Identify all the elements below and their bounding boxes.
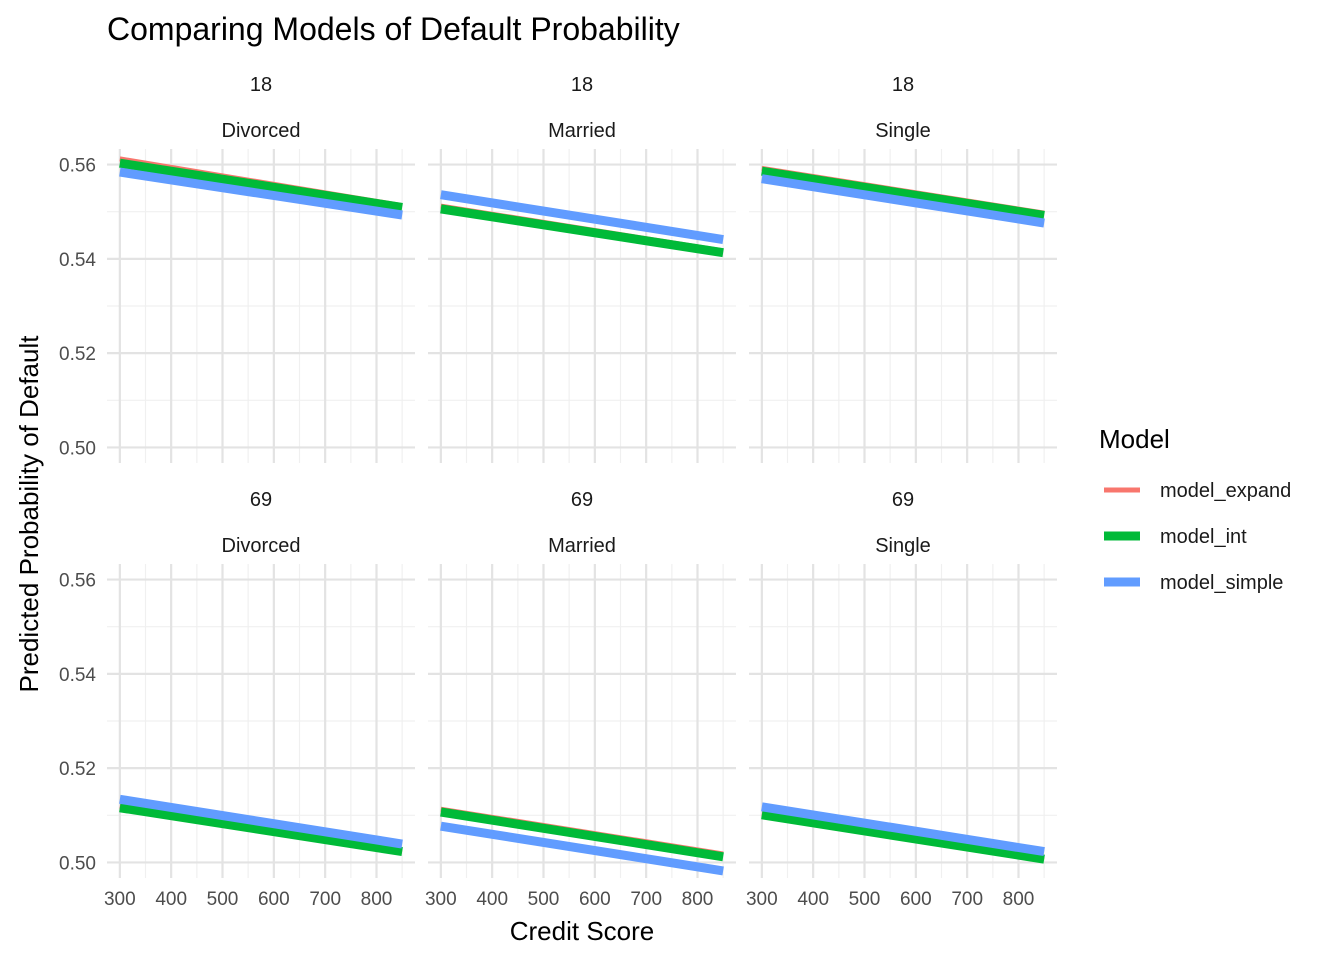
- x-tick-label: 500: [207, 889, 239, 910]
- legend-label-model_expand: model_expand: [1160, 480, 1291, 502]
- x-tick-label: 300: [746, 889, 778, 910]
- facet-panels: 18 Divorced 18 Married 18 Single 69 Divorced 69 M…: [107, 74, 1057, 878]
- series-line-model_int: [119, 803, 403, 857]
- series-line-model_simple: [440, 821, 724, 876]
- y-tick-label: 0.52: [59, 759, 96, 780]
- x-tick-label: 700: [630, 889, 662, 910]
- chart-title: Comparing Models of Default Probability: [107, 11, 680, 47]
- facet-strip-marital: Divorced: [222, 535, 301, 557]
- series-line-model_simple: [761, 174, 1045, 228]
- legend-title: Model: [1099, 424, 1170, 454]
- y-tick-label: 0.56: [59, 571, 96, 592]
- x-tick-label: 600: [900, 889, 932, 910]
- series-line-model_int: [761, 810, 1045, 864]
- x-tick-label: 500: [849, 889, 881, 910]
- legend: Model model_expand model_int model_simple: [1099, 424, 1291, 594]
- y-tick-label: 0.54: [59, 250, 96, 271]
- x-tick-label: 400: [476, 889, 508, 910]
- panel-18-married: 18 Married: [428, 74, 736, 463]
- x-tick-label: 800: [682, 889, 714, 910]
- facet-strip-marital: Single: [875, 535, 931, 557]
- facet-strip-age: 18: [250, 74, 272, 96]
- panel-69-single: 69 Single: [749, 489, 1057, 878]
- y-tick-label: 0.54: [59, 665, 96, 686]
- series-line-model_int: [119, 158, 403, 212]
- series-line-model_simple: [119, 167, 403, 220]
- y-tick-label: 0.52: [59, 344, 96, 365]
- series-line-model_simple: [440, 190, 724, 244]
- facet-strip-marital: Single: [875, 120, 931, 142]
- facet-strip-age: 69: [892, 489, 914, 511]
- x-tick-label: 700: [309, 889, 341, 910]
- panel-18-single: 18 Single: [749, 74, 1057, 463]
- panel-18-divorced: 18 Divorced: [107, 74, 415, 463]
- facet-strip-marital: Married: [548, 535, 616, 557]
- series-line-model_int: [761, 166, 1045, 220]
- x-tick-label: 500: [528, 889, 560, 910]
- facet-strip-age: 69: [571, 489, 593, 511]
- panel-69-divorced: 69 Divorced: [107, 489, 415, 878]
- x-tick-label: 300: [425, 889, 457, 910]
- panel-69-married: 69 Married: [428, 489, 736, 878]
- x-tick-label: 800: [1003, 889, 1035, 910]
- series-line-model_int: [440, 807, 724, 862]
- y-tick-label: 0.50: [59, 438, 96, 459]
- facet-strip-marital: Married: [548, 120, 616, 142]
- y-tick-label: 0.56: [59, 156, 96, 177]
- facet-strip-age: 18: [892, 74, 914, 96]
- facet-strip-age: 69: [250, 489, 272, 511]
- series-line-model_int: [440, 204, 724, 258]
- legend-label-model_simple: model_simple: [1160, 572, 1283, 594]
- legend-label-model_int: model_int: [1160, 526, 1247, 548]
- x-axis-label: Credit Score: [510, 916, 655, 946]
- axis-ticks: 0.50 0.52 0.54 0.56 0.50 0.52 0.54 0.56 300 400 50…: [59, 156, 1034, 910]
- x-tick-label: 400: [797, 889, 829, 910]
- x-tick-label: 800: [361, 889, 393, 910]
- y-tick-label: 0.50: [59, 853, 96, 874]
- x-tick-label: 400: [155, 889, 187, 910]
- facet-strip-age: 18: [571, 74, 593, 96]
- series-line-model_simple: [119, 794, 403, 849]
- y-axis-label: Predicted Probability of Default: [14, 335, 44, 693]
- x-tick-label: 600: [258, 889, 290, 910]
- x-tick-label: 700: [951, 889, 983, 910]
- facet-strip-marital: Divorced: [222, 120, 301, 142]
- x-tick-label: 600: [579, 889, 611, 910]
- series-line-model_simple: [761, 802, 1045, 857]
- x-tick-label: 300: [104, 889, 136, 910]
